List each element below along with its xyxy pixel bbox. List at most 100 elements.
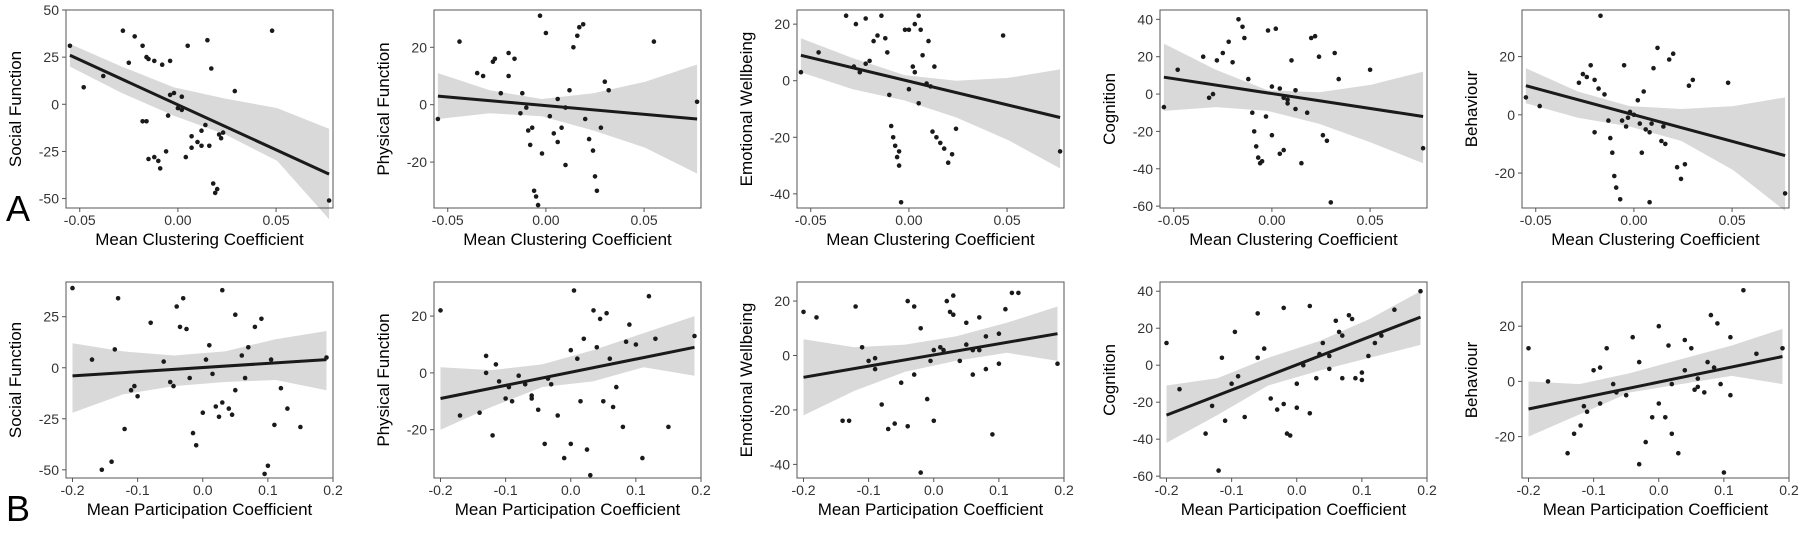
x-tick-label: 0.1 bbox=[1352, 482, 1372, 498]
data-point bbox=[916, 13, 921, 18]
y-tick-label: 20 bbox=[411, 39, 427, 55]
data-point bbox=[594, 188, 600, 194]
data-point bbox=[1670, 51, 1676, 56]
data-point bbox=[189, 134, 194, 139]
data-point bbox=[571, 45, 576, 50]
data-point bbox=[594, 345, 600, 350]
data-point bbox=[207, 143, 212, 149]
data-point bbox=[1242, 35, 1247, 41]
regression-line bbox=[803, 332, 1058, 379]
data-point bbox=[146, 56, 151, 62]
data-point bbox=[911, 304, 917, 309]
data-point bbox=[1639, 150, 1645, 155]
data-point bbox=[1316, 54, 1322, 59]
data-point bbox=[1281, 305, 1286, 311]
data-point bbox=[990, 432, 995, 437]
data-point bbox=[1251, 129, 1257, 134]
data-point bbox=[259, 316, 264, 322]
data-point bbox=[165, 113, 171, 118]
data-point bbox=[1678, 176, 1684, 182]
data-point bbox=[951, 293, 956, 298]
data-point bbox=[167, 92, 173, 98]
data-point bbox=[938, 140, 943, 146]
regression-line bbox=[72, 358, 327, 378]
y-tick-label: -40 bbox=[1133, 431, 1153, 447]
y-tick-label: 40 bbox=[1137, 11, 1153, 27]
data-point bbox=[1597, 401, 1603, 406]
data-point bbox=[934, 135, 939, 140]
data-point bbox=[1692, 387, 1697, 393]
data-point bbox=[580, 22, 586, 27]
data-point bbox=[190, 430, 196, 436]
data-point bbox=[525, 128, 531, 133]
data-point bbox=[200, 410, 206, 416]
x-tick-label: 0.05 bbox=[993, 212, 1020, 228]
data-point bbox=[1269, 84, 1275, 89]
data-point bbox=[298, 424, 303, 430]
data-point bbox=[692, 333, 697, 339]
data-point bbox=[128, 387, 134, 393]
data-point bbox=[535, 407, 541, 413]
x-tick-label: -0.2 bbox=[60, 482, 84, 498]
data-point bbox=[912, 69, 918, 75]
data-point bbox=[563, 162, 568, 168]
data-point bbox=[1647, 130, 1652, 135]
data-point bbox=[964, 320, 969, 326]
data-point bbox=[1580, 71, 1586, 77]
data-point bbox=[435, 116, 441, 122]
data-point bbox=[584, 447, 590, 452]
data-point bbox=[1349, 316, 1355, 322]
data-point bbox=[1619, 118, 1625, 123]
x-tick-label: -0.05 bbox=[1520, 212, 1552, 228]
data-point bbox=[578, 399, 583, 404]
data-point bbox=[898, 380, 904, 386]
data-point bbox=[949, 152, 955, 157]
data-point bbox=[911, 372, 917, 377]
data-point bbox=[1308, 35, 1314, 41]
y-tick-label: 20 bbox=[1137, 49, 1153, 65]
confidence-band bbox=[1525, 68, 1786, 211]
y-tick-label: -20 bbox=[1133, 394, 1153, 410]
y-tick-label: 0 bbox=[1507, 373, 1515, 389]
data-point bbox=[1219, 355, 1225, 361]
data-point bbox=[1269, 132, 1275, 138]
data-point bbox=[1294, 405, 1300, 411]
data-point bbox=[1721, 470, 1727, 475]
y-tick-label: 0 bbox=[51, 96, 59, 112]
data-point bbox=[547, 113, 553, 119]
data-point bbox=[1229, 381, 1234, 387]
data-point bbox=[633, 342, 639, 347]
data-point bbox=[1255, 155, 1261, 160]
x-tick-label: -0.05 bbox=[64, 212, 96, 228]
data-point bbox=[516, 373, 521, 379]
confidence-band bbox=[1163, 43, 1424, 164]
data-point bbox=[157, 166, 163, 171]
data-point bbox=[1610, 150, 1615, 155]
x-tick-label: 0.2 bbox=[323, 482, 343, 498]
data-point bbox=[910, 64, 916, 69]
data-point bbox=[924, 396, 930, 402]
y-tick-label: -20 bbox=[770, 129, 790, 145]
data-point bbox=[195, 139, 200, 145]
data-point bbox=[801, 309, 806, 315]
data-point bbox=[887, 92, 892, 98]
data-point bbox=[1294, 381, 1300, 387]
data-point bbox=[477, 410, 482, 416]
y-tick-label: -20 bbox=[1133, 123, 1153, 139]
data-point bbox=[1661, 124, 1666, 129]
data-point bbox=[457, 413, 463, 418]
data-point bbox=[890, 135, 896, 140]
data-point bbox=[205, 37, 210, 43]
data-point bbox=[1216, 468, 1221, 473]
x-tick-label: 0.2 bbox=[1779, 482, 1799, 498]
data-point bbox=[171, 90, 177, 96]
data-point bbox=[646, 293, 652, 299]
data-point bbox=[1545, 379, 1551, 384]
data-point bbox=[109, 459, 114, 465]
data-point bbox=[210, 371, 215, 377]
x-tick-label: 0.0 bbox=[1649, 482, 1669, 498]
x-tick-label: 0.05 bbox=[630, 212, 657, 228]
data-point bbox=[1565, 450, 1570, 456]
data-point bbox=[1332, 50, 1337, 56]
data-point bbox=[537, 13, 543, 18]
